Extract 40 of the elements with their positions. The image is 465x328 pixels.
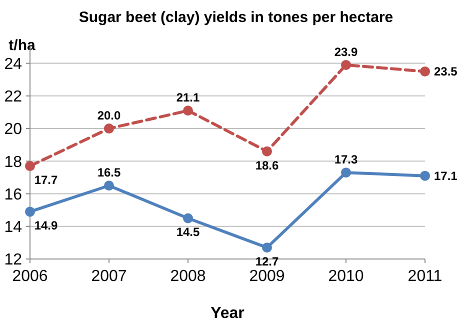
data-label: 20.0 <box>97 108 121 123</box>
x-tick-label: 2008 <box>170 268 206 285</box>
point <box>420 66 430 76</box>
x-tick-label: 2009 <box>249 268 285 285</box>
data-label: 12.7 <box>255 254 279 269</box>
point <box>420 170 430 181</box>
x-tick-label: 2010 <box>328 268 364 285</box>
point <box>25 161 35 172</box>
point <box>341 168 351 178</box>
y-axis-title: t/ha <box>8 37 36 54</box>
point <box>104 180 114 191</box>
point <box>104 124 114 134</box>
point <box>262 146 272 156</box>
y-tick-label: 14 <box>4 218 22 236</box>
y-tick-label: 20 <box>4 121 22 138</box>
data-label: 23.5 <box>434 64 458 79</box>
data-label: 17.3 <box>334 152 358 167</box>
data-label: 14.5 <box>176 225 200 240</box>
y-tick-label: 24 <box>4 56 22 73</box>
y-tick-label: 16 <box>4 186 22 204</box>
data-label: 21.1 <box>176 90 200 105</box>
point <box>262 242 272 253</box>
data-label: 16.5 <box>97 166 121 180</box>
point <box>25 206 35 217</box>
x-tick-label: 2011 <box>408 268 442 285</box>
y-tick-label: 18 <box>4 154 22 171</box>
point <box>183 106 193 116</box>
x-tick-label: 2007 <box>91 268 127 285</box>
data-label: 17.1 <box>434 169 458 184</box>
point <box>183 213 193 224</box>
chart-title: Sugar beet (clay) yields in tones per hectare <box>78 9 394 26</box>
point <box>341 60 351 70</box>
data-label: 18.6 <box>255 158 279 172</box>
data-label: 23.9 <box>334 44 358 59</box>
x-tick-label: 2006 <box>12 268 48 285</box>
y-tick-label: 12 <box>4 252 22 269</box>
data-label: 17.7 <box>34 173 58 188</box>
x-axis-title: Year <box>210 305 244 322</box>
y-tick-label: 22 <box>4 88 22 106</box>
data-label: 14.9 <box>34 218 58 233</box>
